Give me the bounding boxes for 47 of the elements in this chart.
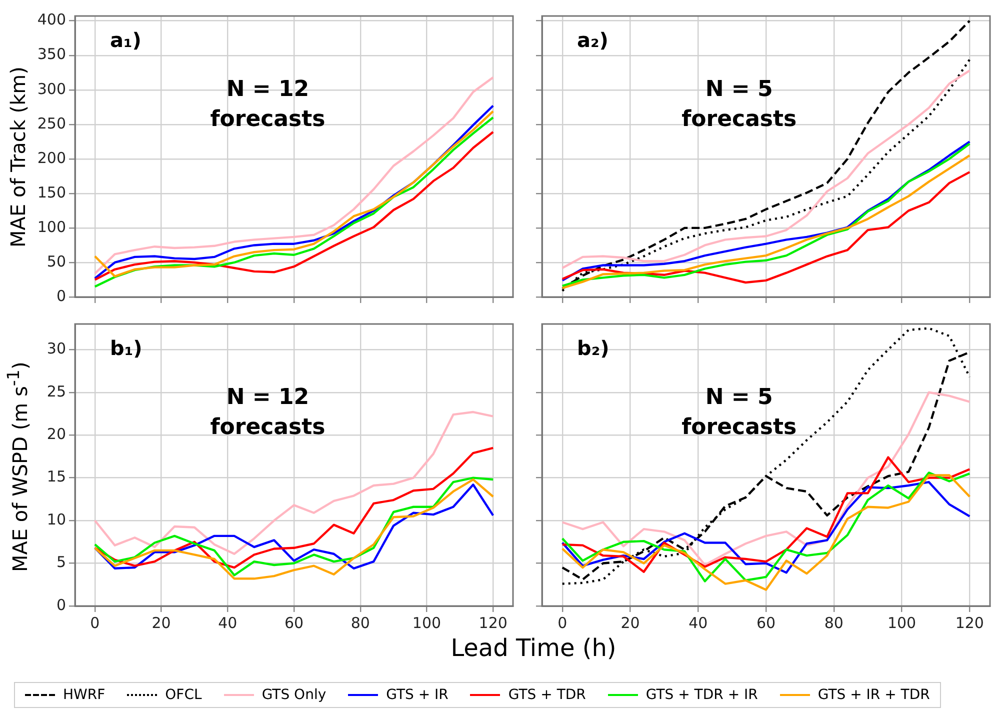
x-tick-label: 0 [90, 614, 100, 632]
y-tick-label: 200 [37, 148, 66, 167]
legend-label: GTS + IR + TDR [818, 687, 930, 703]
x-tick-label: 40 [688, 614, 708, 632]
x-tick-label: 60 [284, 614, 304, 632]
y-tick-label: 5 [56, 553, 66, 572]
legend-label: GTS + IR [386, 687, 448, 703]
annotation: N = 5 forecasts [680, 76, 798, 134]
x-tick-label: 100 [412, 614, 442, 632]
annotation: N = 12 forecasts [209, 76, 326, 134]
annotation: N = 12 forecasts [209, 384, 326, 442]
y-tick-label: 250 [37, 114, 66, 132]
x-tick-label: 120 [955, 614, 984, 632]
annotation: N = 5 forecasts [680, 384, 798, 442]
y-axis-title: MAE of Track (km) [6, 65, 30, 249]
legend-label: OFCL [165, 687, 202, 703]
x-tick-label: 40 [218, 614, 238, 632]
annotation: a₁) [110, 28, 142, 52]
y-tick-label: 10 [46, 510, 66, 528]
x-axis-title: Lead Time (h) [450, 634, 618, 662]
x-tick-label: 80 [350, 614, 370, 632]
y-tick-label: 100 [37, 218, 66, 236]
x-tick-label: 100 [887, 614, 916, 632]
x-tick-label: 20 [152, 614, 171, 632]
x-tick-label: 20 [620, 614, 640, 632]
x-tick-label: 60 [756, 614, 776, 632]
x-tick-label: 80 [824, 614, 844, 632]
y-tick-label: 20 [46, 424, 66, 443]
y-tick-label: 0 [56, 286, 66, 305]
y-tick-label: 30 [46, 340, 66, 358]
legend-label: GTS + TDR + IR [646, 687, 758, 703]
y-tick-label: 0 [56, 596, 66, 614]
y-tick-label: 400 [37, 10, 66, 29]
legend-label: GTS + TDR [508, 687, 586, 703]
legend-label: HWRF [63, 687, 106, 703]
x-tick-label: 120 [478, 614, 508, 632]
annotation: b₁) [110, 336, 142, 360]
legend-label: GTS Only [262, 687, 326, 703]
y-tick-label: 15 [46, 468, 66, 486]
annotation: a₂) [577, 28, 608, 52]
y-tick-label: 300 [37, 80, 66, 98]
y-tick-label: 150 [37, 183, 66, 202]
y-tick-label: 25 [46, 382, 66, 400]
y-tick-label: 50 [46, 252, 66, 270]
x-tick-label: 0 [558, 614, 568, 632]
annotation: b₂) [577, 336, 610, 360]
y-tick-label: 350 [37, 45, 66, 64]
